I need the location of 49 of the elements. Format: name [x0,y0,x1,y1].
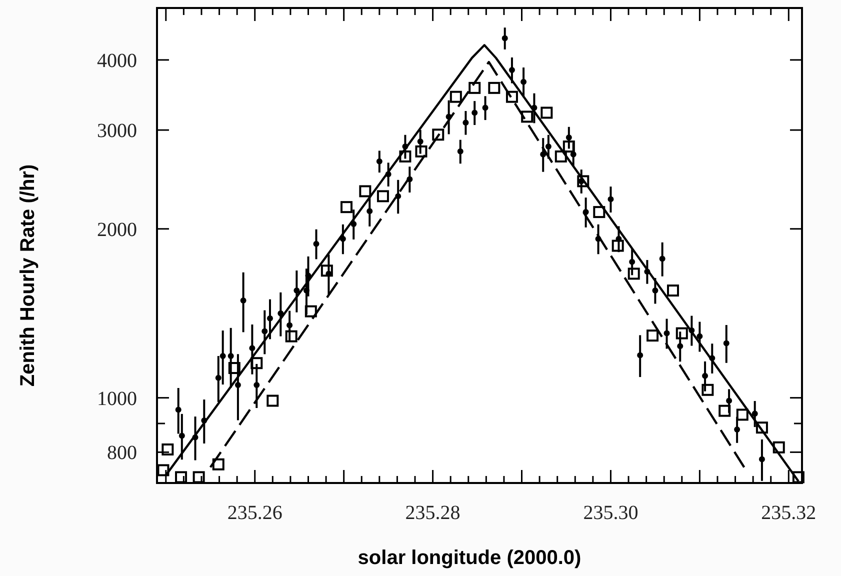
point [736,408,748,421]
point [676,327,688,340]
y-axis-title: Zenith Hourly Rate (/hr) [17,164,39,387]
point [399,150,412,162]
y-tick-label: 800 [107,442,137,464]
x-tick-label: 235.28 [405,502,460,524]
point [304,305,317,318]
point [628,268,640,280]
point [415,145,428,158]
point [192,471,205,484]
point [792,471,804,484]
point [718,404,731,417]
point [667,284,679,297]
x-tick-label: 235.30 [583,502,638,524]
point [506,90,518,103]
point [376,190,389,202]
point [359,185,372,198]
point [450,90,462,103]
point [212,458,224,470]
point [521,110,534,123]
x-tick-label: 235.32 [761,502,816,524]
point [432,128,444,141]
point [540,106,553,119]
point [162,443,174,456]
x-tick-label: 235.26 [227,502,282,524]
point [175,471,188,484]
point [468,82,481,94]
x-axis-title: solar longitude (2000.0) [358,547,582,569]
point [320,264,333,277]
point [488,82,500,94]
point [157,464,170,476]
point [562,140,575,153]
point [612,240,624,252]
point [266,394,279,407]
point [577,175,590,188]
point [228,362,240,374]
point [250,357,263,370]
y-tick-label: 2000 [97,218,137,241]
point [702,384,714,396]
point [756,422,768,434]
y-tick-label: 3000 [97,120,137,142]
point [554,150,567,162]
y-tick-label: 4000 [97,50,137,72]
point [340,201,352,214]
y-tick-label: 1000 [97,388,137,410]
point [772,441,785,454]
point [593,206,606,218]
point [646,330,659,342]
point [285,330,298,342]
